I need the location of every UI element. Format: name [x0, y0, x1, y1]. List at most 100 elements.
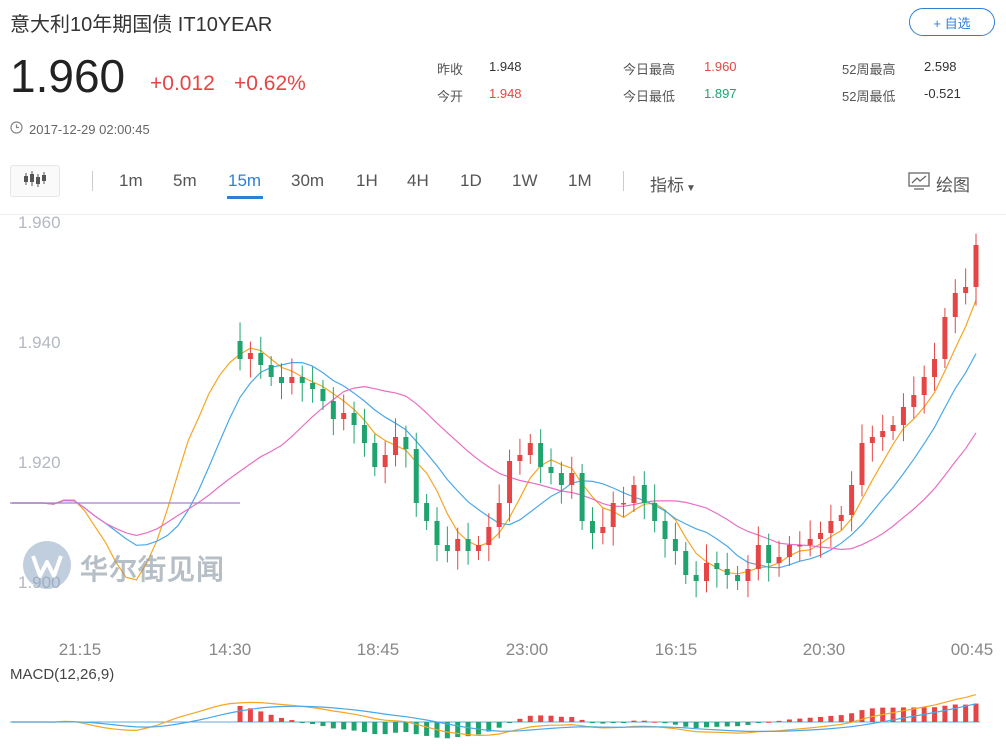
macd-histogram-bar — [818, 716, 824, 722]
macd-histogram-bar — [745, 722, 751, 725]
macd-histogram-bar — [424, 722, 430, 736]
candle-body — [621, 503, 627, 505]
candle-body — [714, 563, 720, 569]
tab-5m[interactable]: 5m — [173, 171, 197, 190]
candle-body — [527, 443, 533, 455]
stat-value-52w-low: -0.521 — [924, 86, 961, 101]
macd-histogram-bar — [351, 722, 357, 731]
candle-body — [818, 533, 824, 539]
macd-histogram-bar — [714, 722, 720, 727]
candle-body — [911, 395, 917, 407]
macd-histogram-bar — [382, 722, 388, 735]
candlestick-icon — [22, 170, 48, 193]
macd-histogram-bar — [444, 722, 450, 739]
candle-body — [579, 473, 585, 521]
macd-histogram-bar — [838, 715, 844, 722]
tab-1h[interactable]: 1H — [356, 171, 378, 190]
candle-body — [745, 569, 751, 581]
macd-histogram-bar — [766, 721, 772, 723]
instrument-title: 意大利10年期国债 IT10YEAR — [10, 14, 273, 36]
tab-1m[interactable]: 1m — [119, 171, 143, 190]
candle-body — [517, 455, 523, 461]
candle-body — [600, 527, 606, 533]
macd-histogram-bar — [455, 722, 461, 738]
candle-body — [393, 437, 399, 455]
ma-line-20 — [12, 385, 977, 551]
macd-histogram-bar — [859, 710, 865, 722]
stat-value-day-high: 1.960 — [704, 59, 737, 74]
x-tick-label: 14:30 — [209, 640, 252, 659]
candle-body — [589, 521, 595, 533]
wallstreetcn-logo-icon — [22, 540, 72, 595]
candle-body — [444, 545, 450, 551]
draw-label: 绘图 — [936, 176, 970, 195]
tab-15m[interactable]: 15m — [228, 171, 262, 190]
macd-histogram-bar — [807, 717, 813, 722]
add-to-watchlist-button[interactable]: + 自选 — [909, 8, 995, 36]
indicator-dropdown[interactable]: 指标 ▼ — [650, 171, 696, 196]
draw-button[interactable]: 绘图 — [908, 171, 970, 196]
tab-1d[interactable]: 1D — [460, 171, 482, 190]
tab-30m[interactable]: 30m — [291, 171, 325, 190]
macd-histogram-bar — [755, 722, 761, 723]
macd-dea-line — [12, 703, 977, 732]
candle-body — [807, 539, 813, 545]
macd-histogram-bar — [258, 711, 264, 722]
drawing-tool-icon — [908, 172, 930, 195]
macd-histogram-bar — [341, 722, 347, 730]
y-tick-label: 1.940 — [18, 333, 61, 352]
macd-histogram-bar — [600, 722, 606, 724]
current-price: 1.960 — [10, 50, 126, 102]
candle-body — [735, 575, 741, 581]
macd-histogram-bar — [589, 722, 595, 723]
candle-body — [361, 425, 367, 443]
stat-value-52w-high: 2.598 — [924, 59, 957, 74]
macd-histogram-bar — [268, 714, 274, 722]
macd-histogram-bar — [621, 722, 627, 723]
macd-histogram-bar — [703, 722, 709, 728]
tab-4h[interactable]: 4H — [407, 171, 429, 190]
x-tick-label: 18:45 — [357, 640, 400, 659]
candle-body — [963, 287, 969, 293]
macd-histogram-bar — [517, 718, 523, 722]
macd-histogram-bar — [776, 720, 782, 722]
candle-body — [932, 359, 938, 377]
macd-histogram-bar — [569, 716, 575, 722]
caret-down-icon: ▼ — [686, 183, 696, 194]
stat-label-open: 今开 — [437, 89, 464, 104]
macd-histogram-bar — [320, 722, 326, 727]
macd-histogram-bar — [372, 722, 378, 735]
candle-body — [703, 563, 709, 581]
candle-body — [786, 545, 792, 557]
macd-histogram-bar — [911, 707, 917, 722]
watermark-text: 华尔街见闻 — [80, 552, 226, 586]
macd-histogram-bar — [279, 717, 285, 722]
tab-1w[interactable]: 1W — [512, 171, 538, 190]
chart-type-button[interactable] — [10, 165, 60, 197]
macd-histogram-bar — [693, 722, 699, 728]
candle-body — [434, 521, 440, 545]
candle-body — [610, 503, 616, 527]
toolbar-divider — [92, 171, 93, 191]
timestamp: 2017-12-29 02:00:45 — [29, 121, 150, 137]
candle-body — [403, 437, 409, 449]
macd-histogram-bar — [538, 715, 544, 722]
macd-histogram-bar — [932, 707, 938, 722]
stat-value-day-low: 1.897 — [704, 86, 737, 101]
macd-label: MACD(12,26,9) — [10, 666, 115, 683]
macd-histogram-bar — [900, 707, 906, 722]
candle-body — [641, 485, 647, 503]
tab-1mo[interactable]: 1M — [568, 171, 592, 190]
macd-histogram-bar — [413, 722, 419, 735]
macd-histogram-bar — [465, 722, 471, 737]
candle-body — [258, 353, 264, 365]
macd-histogram-bar — [527, 715, 533, 722]
ma-line-5 — [12, 299, 977, 581]
macd-histogram-bar — [662, 722, 668, 724]
candle-body — [424, 503, 430, 521]
candle-body — [942, 317, 948, 359]
macd-histogram-bar — [735, 722, 741, 727]
candle-body — [859, 443, 865, 485]
macd-histogram-bar — [952, 704, 958, 722]
